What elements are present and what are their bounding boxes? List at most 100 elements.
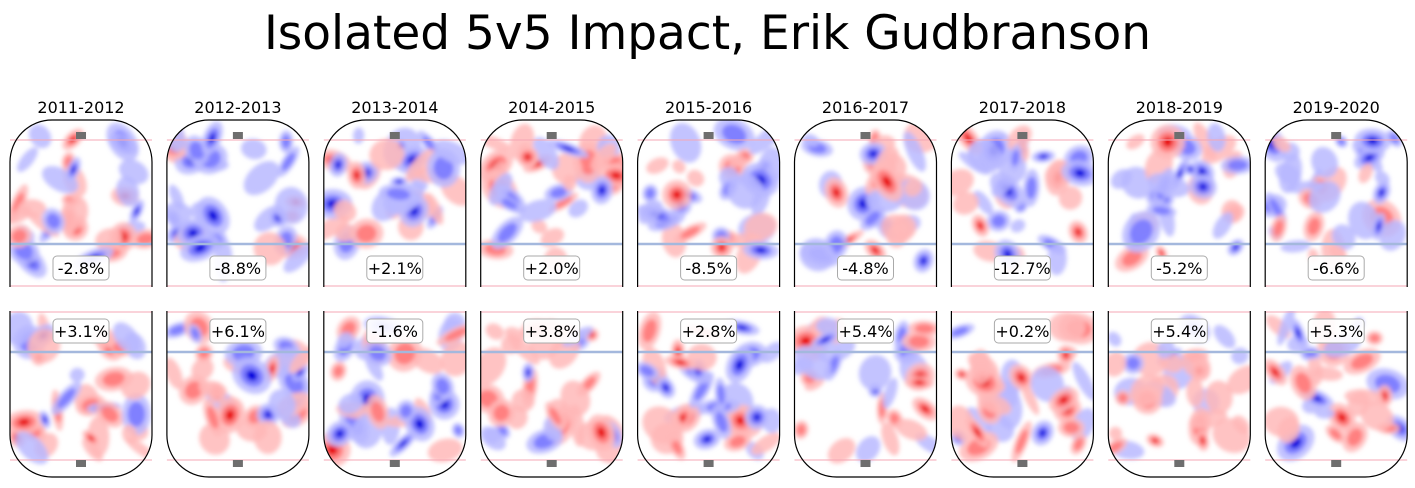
rink-boards — [637, 119, 781, 287]
heatmap-contours — [799, 120, 937, 273]
net-icon — [1174, 460, 1185, 467]
net-icon — [76, 132, 86, 139]
defensive-rink-2014-2015: +2.0% — [480, 119, 624, 287]
net-icon — [232, 460, 243, 467]
offensive-impact-label: +5.4% — [837, 318, 894, 344]
net-icon — [1331, 132, 1342, 139]
impact-value: +2.8% — [682, 322, 736, 341]
defensive-rink-2017-2018: -12.7% — [950, 119, 1094, 287]
season-title: 2013-2014 — [351, 98, 438, 117]
rink-markings — [480, 132, 623, 287]
impact-value: -4.8% — [842, 259, 888, 278]
offensive-rink-2016-2017: +5.4% — [793, 311, 938, 478]
season-title: 2018-2019 — [1136, 98, 1223, 117]
rink-markings — [323, 311, 466, 467]
rink-markings — [794, 132, 937, 287]
heatmap-contours — [951, 312, 1094, 463]
rink-boards — [9, 119, 153, 287]
defensive-impact-label: -8.5% — [680, 255, 738, 281]
net-icon — [546, 132, 557, 139]
rink-boards — [793, 311, 938, 478]
net-icon — [860, 132, 871, 139]
impact-value: +3.1% — [54, 322, 108, 341]
rink-boards — [1107, 311, 1251, 478]
net-icon — [546, 460, 557, 467]
rink-markings — [951, 132, 1094, 287]
rink-boards — [480, 119, 624, 287]
rink-boards — [1264, 311, 1408, 478]
defensive-rink-2016-2017: -4.8% — [793, 119, 938, 287]
net-icon — [860, 460, 871, 467]
rink-markings — [10, 311, 152, 467]
heatmap-contours — [794, 316, 937, 464]
impact-value: +2.0% — [525, 259, 579, 278]
impact-value: +6.1% — [211, 322, 265, 341]
offensive-rink-2013-2014: -1.6% — [323, 311, 467, 478]
net-icon — [232, 132, 243, 139]
net-icon — [1174, 132, 1185, 139]
offensive-impact-label: +3.8% — [523, 318, 581, 344]
rink-markings — [637, 311, 780, 467]
impact-value: -5.2% — [1156, 259, 1202, 278]
net-icon — [1017, 132, 1028, 139]
season-title: 2019-2020 — [1293, 98, 1380, 117]
defensive-impact-label: -4.8% — [837, 255, 894, 281]
defensive-rink-2013-2014: +2.1% — [323, 119, 467, 287]
rink-boards — [9, 311, 153, 478]
defensive-rink-2012-2013: -8.8% — [166, 119, 310, 287]
offensive-impact-label: +5.3% — [1307, 318, 1365, 344]
rink-markings — [951, 311, 1094, 467]
season-title: 2012-2013 — [194, 98, 281, 117]
net-icon — [703, 132, 714, 139]
rink-boards — [323, 311, 467, 478]
rink-boards — [793, 119, 938, 287]
impact-value: +5.4% — [1152, 322, 1206, 341]
defensive-rink-2011-2012: -2.8% — [9, 119, 153, 287]
rink-markings — [1265, 311, 1408, 467]
offensive-rink-2014-2015: +3.8% — [480, 311, 624, 478]
net-icon — [389, 132, 400, 139]
offensive-impact-label: +6.1% — [209, 318, 267, 344]
heatmap-contours — [1265, 124, 1407, 273]
defensive-impact-label: +2.0% — [523, 255, 581, 281]
rink-boards — [480, 311, 624, 478]
defensive-rink-2015-2016: -8.5% — [637, 119, 781, 287]
offensive-impact-label: +0.2% — [993, 318, 1051, 344]
impact-value: +0.2% — [995, 322, 1049, 341]
offensive-rink-2015-2016: +2.8% — [637, 311, 781, 478]
rink-markings — [166, 311, 309, 467]
net-icon — [703, 460, 714, 467]
defensive-impact-label: +2.1% — [366, 255, 424, 281]
rink-boards — [323, 119, 467, 287]
rink-boards — [950, 119, 1094, 287]
defensive-impact-label: -8.8% — [209, 255, 267, 281]
defensive-impact-label: -6.6% — [1307, 255, 1365, 281]
impact-value: +5.4% — [838, 322, 892, 341]
heatmap-contours — [480, 123, 623, 272]
defensive-impact-label: -2.8% — [52, 255, 110, 281]
rink-markings — [1108, 132, 1251, 287]
season-title: 2015-2016 — [665, 98, 752, 117]
impact-value: +2.1% — [368, 259, 422, 278]
season-title: 2017-2018 — [979, 98, 1066, 117]
heatmap-contours — [637, 311, 780, 461]
rink-markings — [323, 132, 466, 287]
rink-boards — [166, 311, 310, 478]
offensive-impact-label: -1.6% — [366, 318, 424, 344]
offensive-rink-2018-2019: +5.4% — [1107, 311, 1251, 478]
offensive-impact-label: +3.1% — [52, 318, 110, 344]
offensive-impact-label: +5.4% — [1150, 318, 1208, 344]
rink-markings — [166, 132, 309, 287]
heatmap-contours — [1110, 122, 1251, 272]
net-icon — [1017, 460, 1028, 467]
offensive-rink-2012-2013: +6.1% — [166, 311, 310, 478]
defensive-rink-2019-2020: -6.6% — [1264, 119, 1408, 287]
offensive-rink-2019-2020: +5.3% — [1264, 311, 1408, 478]
heatmap-contours — [323, 127, 466, 260]
defensive-impact-label: -5.2% — [1150, 255, 1208, 281]
rink-markings — [1108, 311, 1251, 467]
rink-boards — [166, 119, 310, 287]
net-icon — [76, 460, 86, 467]
impact-value: -8.5% — [685, 259, 731, 278]
